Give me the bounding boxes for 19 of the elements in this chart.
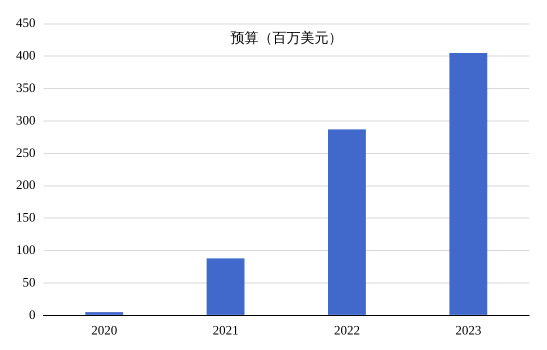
y-tick-label: 450 [16,15,36,30]
text: 预算（百万美元） [230,30,342,46]
x-tick-label: 2023 [455,322,482,338]
y-tick-label: 200 [16,177,36,192]
bar [206,258,244,315]
y-tick-label: 100 [16,242,36,258]
y-tick-label: 400 [16,48,36,63]
y-tick-label: 150 [16,210,36,225]
y-tick-label: 0 [29,306,36,322]
y-tick-label: 350 [16,80,36,96]
bar [85,312,124,315]
y-tick-label: 250 [16,144,36,160]
x-tick-label: 2020 [91,322,118,338]
y-tick-label: 300 [16,112,36,128]
bar [449,52,488,315]
y-tick-label: 50 [22,274,36,290]
x-tick-label: 2022 [334,322,360,338]
bar [328,129,366,315]
x-tick-label: 2021 [212,322,239,338]
